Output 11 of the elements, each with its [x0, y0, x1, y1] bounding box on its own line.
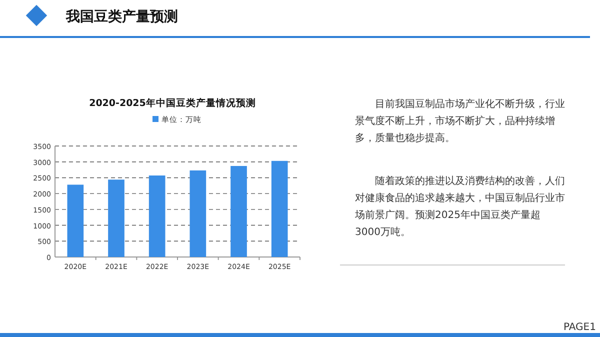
text: 随着政策的推进以及消费结构的改善，人们对健康食品的追求越来越大，中国豆制品行业市场前景广阔。预测2025年中国豆类产量超3000万吨。	[355, 174, 565, 240]
bar	[230, 166, 247, 257]
text: 目前我国豆制品市场产业化不断升级，行业景气度不断上升，市场不断扩大，品种持续增多，质量也稳步提高。	[355, 98, 565, 146]
bar	[271, 160, 288, 257]
bar	[190, 170, 206, 257]
bar	[108, 180, 124, 257]
text: PAGE1	[564, 322, 596, 333]
chart-subtitle: 2020-2025年中国豆类产量情况预测	[89, 97, 256, 109]
bar	[67, 184, 84, 257]
bar	[148, 175, 166, 257]
chart-title: 我国豆类产量预测	[65, 8, 178, 25]
